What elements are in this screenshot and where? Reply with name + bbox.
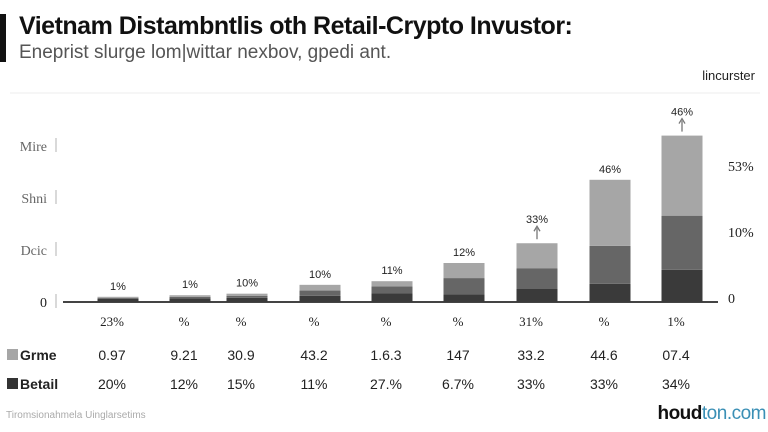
table-cell: 44.6: [590, 347, 617, 363]
right-axis-tick-label: 0: [728, 292, 735, 307]
bar-segment-2: [299, 284, 341, 291]
bar-segment-0: [226, 297, 268, 302]
category-label: %: [309, 314, 320, 329]
bar-segment-1: [516, 268, 558, 289]
bar-top-label: 10%: [309, 269, 331, 281]
category-label: 23%: [100, 314, 124, 329]
category-label: %: [236, 314, 247, 329]
left-axis-tick-label: 0: [40, 296, 47, 311]
table-cell: 27.%: [370, 376, 402, 392]
bar-top-label: 46%: [599, 164, 621, 176]
bar-segment-1: [97, 297, 139, 299]
bar-segment-1: [443, 278, 485, 295]
category-label: %: [381, 314, 392, 329]
bar-top-label: 1%: [182, 279, 198, 291]
chart-subtitle: Eneprist slurge lom|wittar nexbov, gpedi…: [19, 42, 392, 63]
table-cell: 43.2: [300, 347, 327, 363]
bar-segment-0: [169, 298, 211, 302]
table-cell: 34%: [662, 376, 690, 392]
table-legend-swatch: [7, 349, 18, 360]
bar-top-label: 11%: [381, 265, 402, 277]
left-axis-tick-label: Shni: [21, 192, 47, 207]
bar-segment-0: [299, 295, 341, 302]
bar-segment-2: [516, 243, 558, 269]
source-note: Tiromsionahmela Uinglarsetims: [6, 410, 146, 421]
right-axis-tick-label: 53%: [728, 160, 754, 175]
bar-segment-2: [589, 179, 631, 246]
table-cell: 15%: [227, 376, 255, 392]
bar-top-label: 12%: [453, 247, 475, 259]
bar-segment-1: [169, 296, 211, 299]
right-axis-tick-label: 10%: [728, 226, 754, 241]
table-row-label: Betail: [20, 376, 58, 392]
bar-segment-0: [371, 293, 413, 302]
category-label: 1%: [667, 314, 685, 329]
category-label: %: [453, 314, 464, 329]
category-label: %: [599, 314, 610, 329]
bar-segment-2: [97, 296, 139, 298]
table-cell: 1.6.3: [370, 347, 401, 363]
bar-top-label: 10%: [236, 278, 258, 290]
bar-segment-2: [661, 135, 703, 216]
chart-title: Vietnam Distambntlis oth Retail-Crypto I…: [19, 12, 573, 40]
bar-segment-1: [226, 295, 268, 298]
title-accent-bar: [0, 14, 6, 62]
table-legend-swatch: [7, 378, 18, 389]
bar-segment-0: [97, 298, 139, 302]
bar-segment-0: [661, 269, 703, 302]
logo: houdton.com: [657, 403, 766, 424]
table-cell: 147: [446, 347, 470, 363]
category-label: %: [179, 314, 190, 329]
table-cell: 20%: [98, 376, 126, 392]
table-cell: 0.97: [98, 347, 125, 363]
table-cell: 33%: [517, 376, 545, 392]
table-cell: 6.7%: [442, 376, 474, 392]
left-axis-tick-label: Dcic: [21, 244, 47, 259]
legend-label: lincurster: [702, 68, 755, 83]
bar-segment-2: [443, 263, 485, 279]
left-axis-tick-label: Mire: [20, 140, 47, 155]
table-cell: 11%: [301, 376, 328, 392]
bar-segment-0: [516, 289, 558, 302]
bar-segment-0: [443, 294, 485, 302]
bar-top-label: 1%: [110, 281, 126, 293]
bar-segment-2: [226, 293, 268, 296]
table-cell: 33%: [590, 376, 618, 392]
arrow-head-icon: [678, 117, 686, 124]
bar-segment-1: [661, 215, 703, 270]
category-label: 31%: [519, 314, 543, 329]
bar-segment-1: [371, 286, 413, 294]
table-cell: 07.4: [662, 347, 689, 363]
table-row-label: Grme: [20, 347, 57, 363]
bar-segment-0: [589, 283, 631, 302]
arrow-head-icon: [533, 224, 541, 232]
bar-segment-2: [169, 295, 211, 297]
bar-segment-1: [589, 245, 631, 284]
bar-top-label: 46%: [671, 107, 693, 119]
bar-segment-1: [299, 290, 341, 296]
table-cell: 12%: [170, 376, 198, 392]
table-cell: 33.2: [517, 347, 544, 363]
bar-top-label: 33%: [526, 214, 548, 226]
table-cell: 9.21: [170, 347, 197, 363]
bar-segment-2: [371, 281, 413, 287]
table-cell: 30.9: [227, 347, 254, 363]
